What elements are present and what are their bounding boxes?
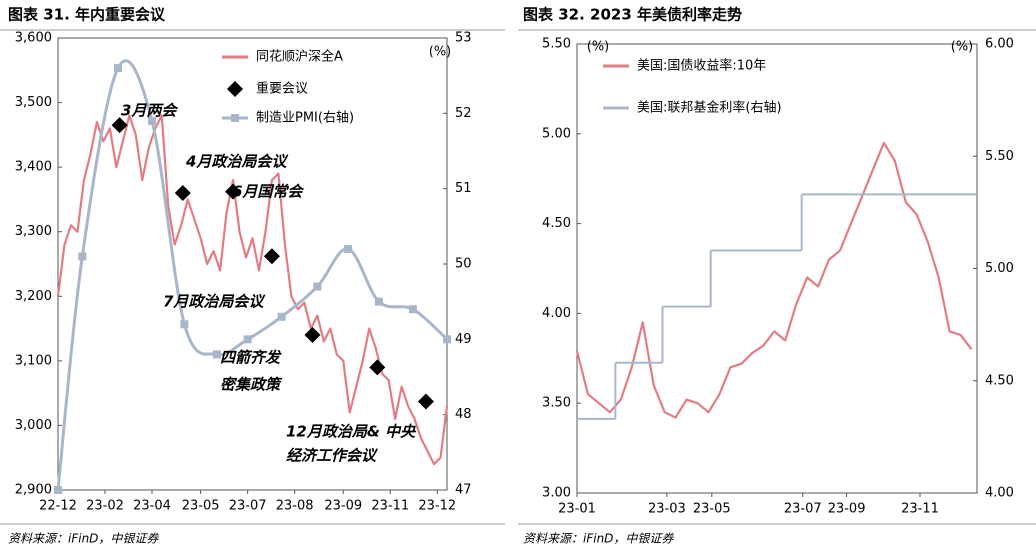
meeting-marker — [263, 248, 280, 265]
point-marker — [344, 244, 353, 253]
y2-tick-label: 50 — [455, 257, 472, 272]
legend-swatch — [231, 114, 239, 122]
point-marker — [113, 64, 122, 73]
y-tick-label: 3,200 — [15, 289, 52, 304]
y-tick-label: 3,000 — [15, 418, 52, 433]
meeting-marker — [111, 117, 128, 134]
point-marker — [212, 350, 221, 359]
y-tick-label: 3.50 — [542, 396, 571, 411]
annotation: 密集政策 — [220, 376, 283, 394]
chart-title: 图表 31. 年内重要会议 — [8, 6, 166, 24]
meeting-marker — [174, 184, 191, 201]
point-marker — [148, 116, 157, 125]
y2-axis-label: (%) — [429, 45, 452, 60]
y2-axis-label: (%) — [951, 40, 974, 55]
y2-tick-label: 51 — [455, 181, 472, 196]
x-tick-label: 22-12 — [39, 499, 77, 514]
y2-tick-label: 5.00 — [985, 261, 1014, 276]
x-tick-label: 23-09 — [828, 502, 866, 517]
y2-tick-label: 5.50 — [985, 149, 1014, 164]
point-marker — [408, 305, 417, 314]
annotation: 6月国常会 — [232, 183, 304, 201]
y-tick-label: 3,600 — [15, 31, 52, 46]
source-note: 资料来源：iFinD，中银证券 — [8, 532, 159, 546]
y-tick-label: 3,500 — [15, 95, 52, 110]
annotation: 7月政治局会议 — [163, 293, 265, 311]
y2-tick-label: 48 — [455, 407, 472, 422]
point-marker — [54, 486, 62, 494]
y2-tick-label: 52 — [455, 106, 472, 121]
x-tick-label: 23-04 — [133, 499, 171, 514]
y-tick-label: 3.00 — [542, 486, 571, 501]
series-line — [575, 141, 973, 419]
x-tick-label: 23-05 — [693, 502, 731, 517]
y2-tick-label: 47 — [455, 483, 472, 498]
annotation: 经济工作会议 — [286, 447, 378, 465]
y-tick-label: 5.00 — [542, 126, 571, 141]
legend-label: 重要会议 — [256, 81, 308, 97]
y-tick-label: 5.50 — [542, 37, 571, 52]
point-marker — [374, 297, 383, 306]
point-marker — [243, 335, 252, 344]
x-tick-label: 23-05 — [182, 499, 220, 514]
legend-label: 同花顺沪深全A — [256, 49, 343, 65]
meeting-marker — [304, 327, 321, 344]
legend-label: 制造业PMI(右轴) — [256, 111, 354, 126]
x-tick-label: 23-11 — [901, 502, 939, 517]
point-marker — [277, 312, 286, 321]
y2-tick-label: 4.50 — [985, 373, 1014, 388]
y2-tick-label: 6.00 — [985, 37, 1014, 52]
x-tick-label: 23-03 — [648, 502, 686, 517]
y-tick-label: 2,900 — [15, 483, 52, 498]
meeting-marker — [225, 183, 242, 200]
meeting-marker — [369, 359, 386, 376]
legend-label: 美国:联邦基金利率(右轴) — [637, 100, 782, 116]
point-marker — [78, 252, 87, 261]
y-tick-label: 3,400 — [15, 160, 52, 175]
y-tick-label: 4.00 — [542, 306, 571, 321]
x-tick-label: 23-02 — [86, 499, 124, 514]
y-tick-label: 3,300 — [15, 224, 52, 239]
source-note: 资料来源：iFinD，中银证券 — [523, 532, 674, 546]
annotation: 四箭齐发 — [220, 349, 282, 367]
y2-tick-label: 49 — [455, 332, 472, 347]
x-tick-label: 23-07 — [784, 502, 822, 517]
series-line — [56, 114, 449, 466]
x-tick-label: 23-12 — [418, 499, 456, 514]
y-tick-label: 4.50 — [542, 216, 571, 231]
point-marker — [313, 282, 322, 291]
y2-tick-label: 4.00 — [985, 486, 1014, 501]
y2-tick-label: 53 — [455, 31, 472, 46]
annotation: 3月两会 — [121, 102, 178, 120]
legend-swatch — [227, 81, 243, 97]
x-tick-label: 23-08 — [276, 499, 314, 514]
y-axis-label: (%) — [587, 40, 610, 55]
x-tick-label: 23-07 — [229, 499, 267, 514]
point-marker — [443, 335, 451, 344]
x-tick-label: 23-11 — [371, 499, 409, 514]
y-tick-label: 3,100 — [15, 353, 52, 368]
meeting-marker — [417, 393, 434, 410]
chart-title: 图表 32. 2023 年美债利率走势 — [523, 6, 742, 24]
annotation: 4月政治局会议 — [185, 153, 288, 171]
legend-label: 美国:国债收益率:10年 — [637, 58, 766, 74]
point-marker — [180, 320, 189, 329]
x-tick-label: 23-01 — [558, 502, 596, 517]
x-tick-label: 23-09 — [324, 499, 362, 514]
annotation: 12月政治局& 中央 — [286, 423, 416, 441]
